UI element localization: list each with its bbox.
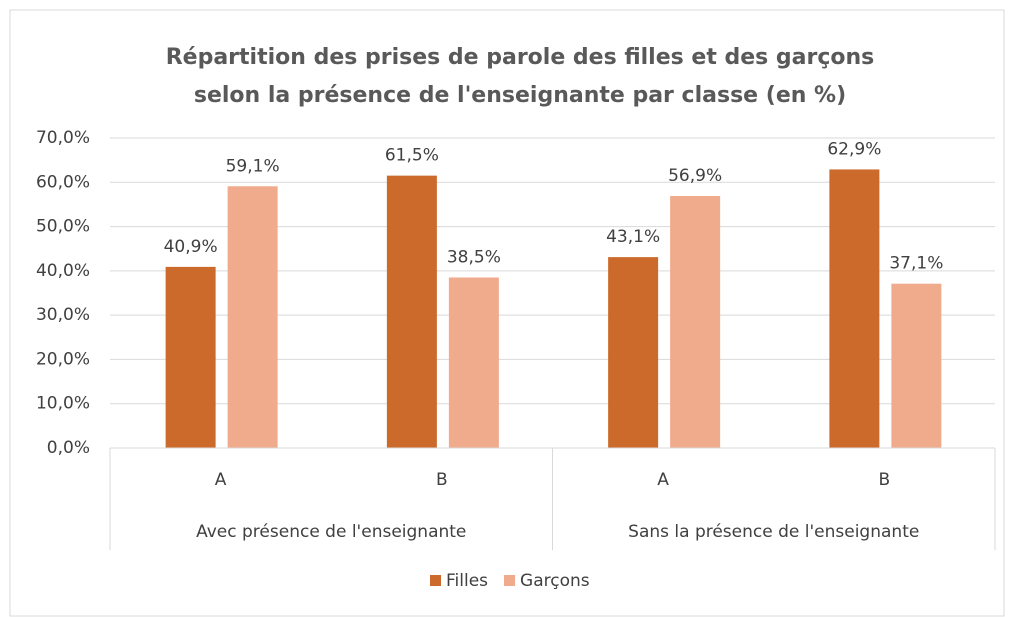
data-label: 43,1% bbox=[606, 227, 660, 247]
y-tick-label: 30,0% bbox=[36, 305, 90, 325]
y-tick-label: 70,0% bbox=[36, 128, 90, 148]
data-label: 59,1% bbox=[226, 156, 280, 176]
group-label: Sans la présence de l'enseignante bbox=[628, 522, 919, 542]
legend-label: Garçons bbox=[520, 571, 590, 591]
data-label: 38,5% bbox=[447, 248, 501, 268]
y-tick-label: 50,0% bbox=[36, 217, 90, 237]
bar bbox=[829, 169, 880, 448]
bar bbox=[608, 257, 659, 448]
bar bbox=[448, 277, 499, 448]
data-label: 40,9% bbox=[164, 237, 218, 257]
x-tick-label: B bbox=[436, 470, 448, 490]
x-tick-label: B bbox=[879, 470, 891, 490]
y-tick-label: 10,0% bbox=[36, 394, 90, 414]
legend-label: Filles bbox=[446, 571, 488, 591]
data-label: 61,5% bbox=[385, 146, 439, 166]
y-tick-label: 40,0% bbox=[36, 261, 90, 281]
x-tick-label: A bbox=[215, 470, 227, 490]
chart-title: selon la présence de l'enseignante par c… bbox=[194, 83, 846, 108]
bar bbox=[227, 186, 278, 448]
y-tick-label: 20,0% bbox=[36, 349, 90, 369]
bar bbox=[165, 266, 216, 448]
chart-title: Répartition des prises de parole des fil… bbox=[166, 45, 875, 70]
group-label: Avec présence de l'enseignante bbox=[196, 522, 466, 542]
legend-swatch bbox=[430, 575, 441, 586]
legend-swatch bbox=[504, 575, 516, 586]
data-label: 62,9% bbox=[827, 139, 881, 159]
bar bbox=[386, 175, 437, 448]
data-label: 37,1% bbox=[889, 254, 943, 274]
data-label: 56,9% bbox=[668, 166, 722, 186]
bar bbox=[891, 283, 942, 448]
y-tick-label: 0,0% bbox=[47, 438, 90, 458]
x-tick-label: A bbox=[657, 470, 669, 490]
y-tick-label: 60,0% bbox=[36, 172, 90, 192]
bar bbox=[670, 196, 721, 448]
